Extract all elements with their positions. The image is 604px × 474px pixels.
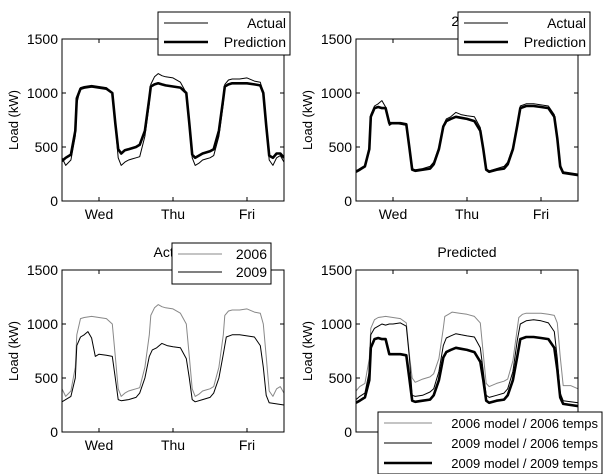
- x-tick-label: Wed: [379, 206, 408, 222]
- legend: 2006 2009: [171, 242, 272, 285]
- y-tick-label: 0: [344, 424, 352, 440]
- y-tick-label: 1500: [321, 31, 352, 47]
- y-tick-label: 1000: [27, 85, 58, 101]
- chart-panel-4: 050010001500WedThuFriPredictedLoad (kW)2…: [300, 244, 603, 474]
- chart-title: Predicted: [437, 244, 496, 260]
- series-line-1-2: [62, 82, 284, 162]
- legend-label: Prediction: [224, 34, 286, 50]
- legend-label: 2006 model / 2006 temps: [451, 416, 598, 431]
- series-line-3-2: [62, 331, 284, 406]
- axes-frame: [61, 38, 285, 202]
- y-tick-label: 1500: [321, 262, 352, 278]
- legend-box: [457, 11, 591, 56]
- axes-frame: [61, 269, 285, 433]
- x-tick-label: Fri: [239, 206, 255, 222]
- legend-box: [171, 242, 272, 285]
- chart-panel-3: 050010001500WedThuFriActualLoad (kW)2006…: [6, 242, 285, 453]
- y-tick-label: 500: [329, 370, 353, 386]
- legend-label: 2009 model / 2009 temps: [451, 456, 598, 471]
- y-tick-label: 1000: [321, 85, 352, 101]
- series-line-4-3: [356, 335, 578, 408]
- x-tick-label: Fri: [533, 206, 549, 222]
- series-line-3-1: [62, 304, 284, 397]
- y-tick-label: 500: [35, 370, 59, 386]
- legend-label: 2009 model / 2006 temps: [451, 436, 598, 451]
- legend-label: 2006: [236, 246, 267, 262]
- series-line-4-1: [356, 311, 578, 392]
- y-tick-label: 500: [35, 139, 59, 155]
- legend-box: [157, 11, 291, 56]
- legend: Actual Prediction: [157, 11, 291, 56]
- legend-label: Actual: [547, 15, 586, 31]
- y-tick-label: 1000: [27, 316, 58, 332]
- x-tick-label: Wed: [85, 437, 114, 453]
- legend-label: 2009: [236, 264, 267, 280]
- x-tick-label: Thu: [161, 437, 185, 453]
- series-line-2-2: [356, 104, 578, 177]
- y-axis-label: Load (kW): [6, 321, 21, 381]
- y-tick-label: 1500: [27, 262, 58, 278]
- legend-label: Actual: [247, 15, 286, 31]
- y-tick-label: 0: [50, 193, 58, 209]
- y-tick-label: 0: [50, 424, 58, 440]
- chart-panel-1: 050010001500WedThuFri2006Load (kW)Actual…: [6, 11, 291, 222]
- y-axis-label: Load (kW): [300, 321, 315, 381]
- chart-panel-2: 050010001500WedThuFri2009Load (kW)Actual…: [300, 11, 591, 222]
- y-axis-label: Load (kW): [300, 90, 315, 150]
- y-axis-label: Load (kW): [6, 90, 21, 150]
- x-tick-label: Wed: [85, 206, 114, 222]
- y-tick-label: 500: [329, 139, 353, 155]
- y-tick-label: 1500: [27, 31, 58, 47]
- x-tick-label: Thu: [161, 206, 185, 222]
- legend: 2006 model / 2006 temps 2009 model / 2006…: [377, 411, 603, 474]
- legend: Actual Prediction: [457, 11, 591, 56]
- y-tick-label: 0: [344, 193, 352, 209]
- y-tick-label: 1000: [321, 316, 352, 332]
- x-tick-label: Fri: [239, 437, 255, 453]
- series-line-4-2: [356, 319, 578, 404]
- legend-label: Prediction: [524, 34, 586, 50]
- x-tick-label: Thu: [455, 206, 479, 222]
- series-line-2-1: [356, 100, 578, 175]
